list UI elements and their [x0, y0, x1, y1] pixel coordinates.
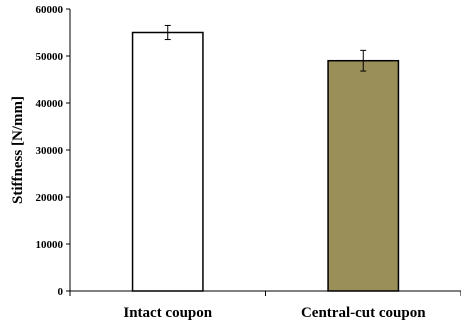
error-bars [164, 24, 367, 72]
x-category-label: Intact coupon [123, 305, 212, 321]
y-tick-label: 60000 [36, 4, 64, 16]
y-tick-label: 40000 [36, 98, 64, 110]
bar-central-cut [327, 59, 400, 292]
y-tick-label: 30000 [36, 145, 64, 157]
bars [131, 31, 400, 292]
bar-intact [131, 31, 204, 292]
y-axis-title: Stiffness [N/mm] [10, 96, 26, 204]
x-category-label: Central-cut coupon [301, 305, 426, 321]
category-labels: Intact coupon Central-cut coupon [123, 305, 426, 321]
y-tick-label: 0 [58, 286, 64, 298]
y-tick-label: 20000 [36, 192, 64, 204]
x-axis [69, 290, 461, 296]
y-axis: 0 10000 20000 30000 40000 50000 60000 [36, 4, 71, 298]
y-tick-label: 50000 [36, 51, 64, 63]
y-tick-label: 10000 [36, 239, 64, 251]
